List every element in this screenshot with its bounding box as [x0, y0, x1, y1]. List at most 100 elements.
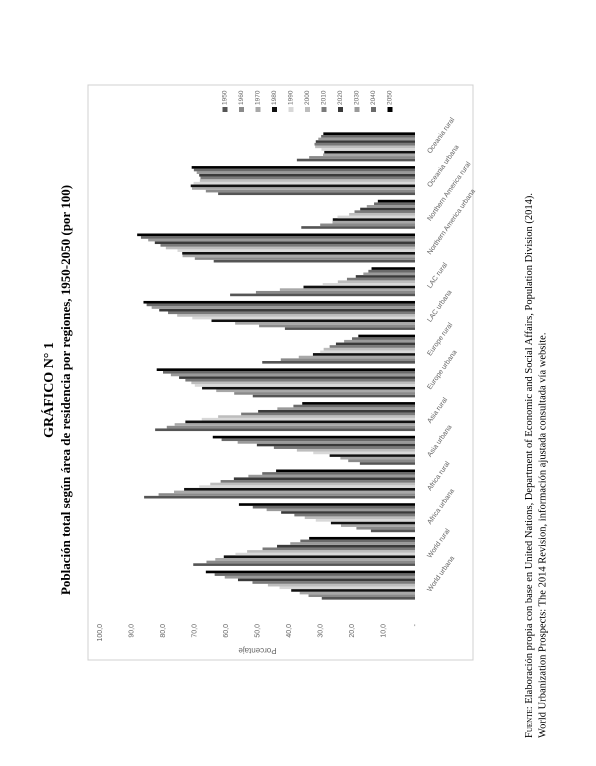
bar — [321, 134, 416, 138]
legend-label: 1950 — [222, 90, 229, 105]
bar — [194, 384, 415, 387]
legend-label: 1980 — [271, 90, 278, 105]
bar — [146, 303, 416, 307]
bar — [298, 355, 416, 359]
bar — [194, 257, 415, 260]
bar — [165, 246, 415, 250]
legend-swatch — [239, 107, 244, 112]
bar — [216, 389, 415, 393]
bar — [214, 573, 415, 576]
bar — [221, 438, 415, 442]
bar — [355, 275, 415, 278]
bar — [284, 327, 415, 330]
bar — [210, 482, 415, 486]
bar — [259, 324, 415, 328]
legend-swatch — [272, 107, 277, 112]
bar — [276, 469, 415, 473]
bar — [179, 376, 415, 379]
bar — [321, 148, 416, 151]
bar — [211, 319, 415, 323]
bar — [238, 503, 415, 506]
bar — [159, 308, 415, 312]
legend-label: 1990 — [288, 90, 295, 105]
bar — [313, 451, 416, 455]
bar — [262, 547, 415, 551]
bar — [262, 361, 415, 364]
bar — [324, 150, 415, 154]
bar — [273, 446, 415, 449]
bar — [140, 236, 415, 239]
bar — [193, 168, 415, 172]
bar — [323, 153, 415, 157]
bar — [184, 487, 415, 491]
bar — [199, 173, 415, 177]
bar — [220, 480, 415, 483]
y-tick-label: 100,0 — [97, 624, 104, 642]
x-tick-label: Asia urbana — [426, 424, 453, 459]
bar — [371, 267, 415, 270]
legend-label: 2010 — [321, 90, 328, 105]
bar — [348, 459, 415, 463]
bar — [323, 132, 415, 135]
bar — [143, 300, 415, 304]
bar — [315, 145, 415, 149]
rotated-page: GRÁFICO N° 1 Población total según área … — [38, 82, 558, 742]
bar — [258, 409, 415, 413]
legend-swatch — [387, 107, 393, 112]
legend-label: 2020 — [337, 90, 344, 105]
bar — [137, 233, 415, 237]
bar — [314, 142, 416, 146]
bar — [366, 205, 415, 208]
bar — [320, 223, 415, 227]
bar — [256, 443, 415, 447]
source-line: Elaboración propia con base en United Na… — [524, 193, 535, 704]
source-label: Fuente: — [524, 706, 535, 738]
legend-swatch — [371, 107, 376, 112]
subtitle: Población total según área de residencia… — [58, 185, 73, 595]
bar — [247, 550, 415, 553]
bar — [280, 358, 415, 362]
bar — [193, 563, 415, 566]
bar — [233, 477, 415, 481]
bar — [166, 425, 415, 429]
bar — [212, 435, 415, 439]
bar — [156, 368, 415, 371]
bar — [155, 428, 415, 432]
bar — [312, 353, 415, 356]
bar — [252, 581, 415, 584]
bar — [266, 508, 415, 512]
bar — [163, 370, 415, 374]
y-tick-label: 10,0 — [380, 624, 387, 638]
bar — [205, 189, 415, 193]
bar — [215, 558, 415, 561]
y-tick-label: 90,0 — [128, 624, 135, 638]
bar — [352, 337, 415, 340]
bar — [160, 244, 416, 247]
bar — [151, 306, 415, 309]
bar — [332, 218, 415, 221]
bar — [344, 339, 415, 343]
bar — [370, 529, 415, 533]
bar — [293, 404, 415, 408]
bar — [177, 314, 415, 317]
bar — [332, 220, 415, 224]
chart: GRÁFICO N° 1 Población total según área … — [40, 84, 548, 738]
bar — [200, 176, 415, 180]
x-tick-label: Northern America urbana — [426, 188, 477, 256]
y-tick-label: 30,0 — [317, 624, 324, 638]
chart-border — [87, 84, 474, 661]
x-tick-label: World rural — [426, 527, 452, 559]
legend-swatch — [354, 107, 360, 112]
bar — [192, 316, 415, 320]
bar — [158, 493, 415, 496]
y-tick-label: 40,0 — [286, 624, 293, 638]
legend-swatch — [338, 107, 343, 112]
bar — [368, 269, 416, 273]
x-tick-label: Africa urbana — [426, 488, 456, 526]
bar — [182, 254, 415, 258]
bar — [174, 423, 415, 426]
bar — [248, 474, 415, 478]
bar — [309, 536, 415, 540]
bar — [262, 472, 415, 475]
bar — [374, 202, 415, 206]
